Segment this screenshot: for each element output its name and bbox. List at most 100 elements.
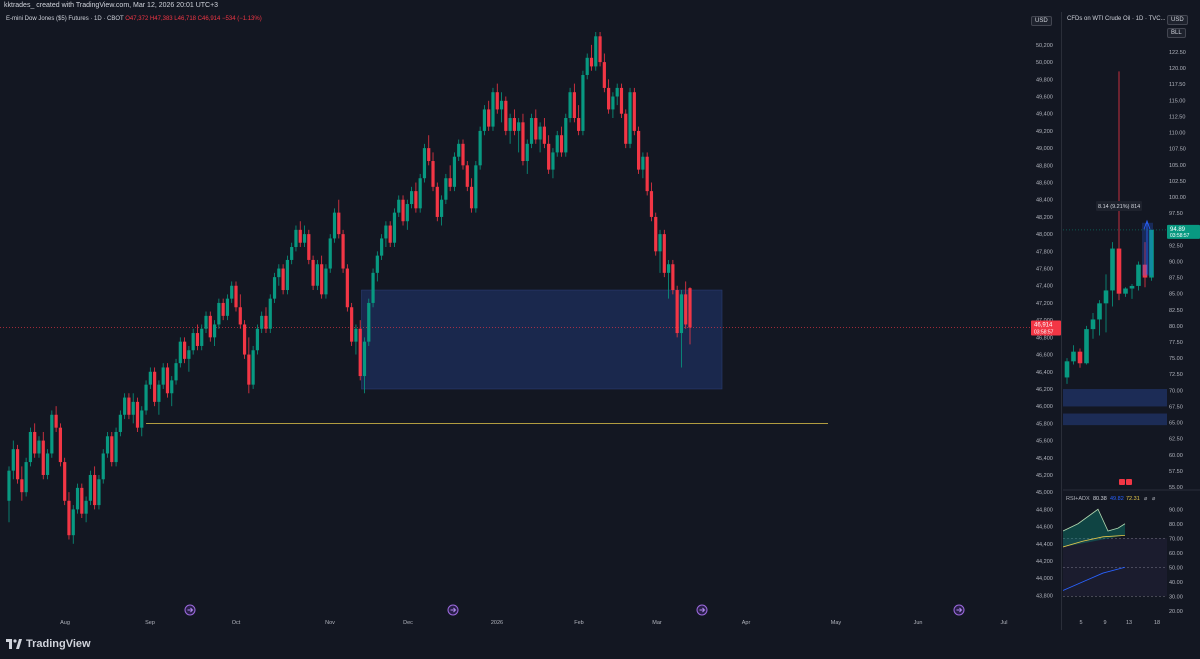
candle-body xyxy=(478,130,482,166)
candle-body xyxy=(457,143,461,157)
candle-body xyxy=(559,135,564,153)
side-candle-body xyxy=(1097,303,1102,320)
measure-arrow-head-icon xyxy=(1143,219,1151,230)
side-legend: CFDs on WTI Crude Oil · 1D · TVC... xyxy=(1067,16,1166,22)
side-y-tick-label: 65.00 xyxy=(1169,421,1183,427)
candle-body xyxy=(183,341,187,359)
side-y-tick-label: 97.50 xyxy=(1169,211,1183,217)
candle-body xyxy=(662,234,666,273)
side-y-tick-label: 85.00 xyxy=(1169,292,1183,298)
side-candle-body xyxy=(1084,329,1089,364)
side-candle-body xyxy=(1149,229,1154,278)
candle-body xyxy=(58,427,62,463)
event-arrow-icon xyxy=(187,607,194,613)
side-y-tick-label: 102.50 xyxy=(1169,179,1186,185)
main-chart-canvas[interactable]: 50,200 50,000 49,800 49,600 49,400 49,200 49,0… xyxy=(0,12,1062,630)
side-unit-button[interactable]: BLL xyxy=(1167,28,1186,38)
candle-body xyxy=(93,474,97,506)
y-tick-label: 47,600 xyxy=(1036,267,1053,273)
side-zone-lower xyxy=(1063,413,1167,426)
main-symbol-title[interactable]: E-mini Dow Jones ($5) Futures · 1D · CBO… xyxy=(6,16,124,22)
side-candle-body xyxy=(1129,285,1135,289)
candle-body xyxy=(307,234,311,260)
tradingview-logo[interactable]: TradingView xyxy=(6,638,91,650)
tradingview-mark-icon xyxy=(6,639,22,649)
rsi-tick-label: 50.00 xyxy=(1169,565,1183,571)
candle-body xyxy=(24,462,28,493)
price-label: 46,914 xyxy=(1034,323,1053,329)
candle-body xyxy=(345,268,349,308)
candle-body xyxy=(675,290,679,334)
candle-body xyxy=(311,259,315,286)
side-y-tick-label: 107.50 xyxy=(1169,147,1186,153)
y-tick-label: 46,600 xyxy=(1036,353,1053,359)
y-tick-label: 45,000 xyxy=(1036,490,1053,496)
candle-body xyxy=(290,247,294,260)
x-tick-label: Nov xyxy=(325,620,335,626)
rsi-value-2: 49.82 xyxy=(1110,496,1124,502)
side-y-tick-label: 92.50 xyxy=(1169,243,1183,249)
countdown-label: 03:58:57 xyxy=(1034,330,1054,336)
candle-body xyxy=(217,302,221,325)
rsi-tick-label: 80.00 xyxy=(1169,522,1183,528)
side-chart-pane[interactable]: CFDs on WTI Crude Oil · 1D · TVC... USD … xyxy=(1063,12,1200,630)
event-arrow-icon xyxy=(450,607,457,613)
candle-body xyxy=(628,92,632,144)
candle-body xyxy=(521,122,525,162)
x-tick-label: Jun xyxy=(914,620,923,626)
y-tick-label: 48,000 xyxy=(1036,232,1053,238)
side-symbol-title[interactable]: CFDs on WTI Crude Oil · 1D · TVC... xyxy=(1067,16,1166,22)
candle-body xyxy=(384,225,388,239)
main-chart-pane[interactable]: E-mini Dow Jones ($5) Futures · 1D · CBO… xyxy=(0,12,1062,630)
event-arrow-icon xyxy=(699,607,706,613)
candle-body xyxy=(50,414,54,454)
y-tick-label: 46,800 xyxy=(1036,335,1053,341)
side-candle-body xyxy=(1142,264,1148,278)
y-tick-label: 44,600 xyxy=(1036,525,1053,531)
candle-body xyxy=(469,186,474,209)
y-tick-label: 48,400 xyxy=(1036,198,1053,204)
side-y-tick-label: 112.50 xyxy=(1169,114,1185,120)
candle-body xyxy=(324,268,328,295)
candle-body xyxy=(230,285,234,299)
side-chart-canvas[interactable]: 122.50 120.00 117.50 115.00 112.50 110.00 107.… xyxy=(1063,12,1200,630)
y-tick-label: 48,200 xyxy=(1036,215,1053,221)
demand-zone-rectangle xyxy=(361,289,723,390)
side-y-tick-label: 100.00 xyxy=(1169,195,1186,201)
created-with-text: kktrades_ created with TradingView.com, … xyxy=(4,2,219,9)
candle-body xyxy=(439,199,444,217)
candle-body xyxy=(131,401,135,415)
side-y-tick-label: 117.50 xyxy=(1169,82,1185,88)
candle-body xyxy=(658,234,662,252)
candle-body xyxy=(666,264,671,273)
candle-body xyxy=(581,75,585,131)
candle-body xyxy=(392,212,397,243)
candle-body xyxy=(195,333,200,346)
side-y-tick-label: 70.00 xyxy=(1169,388,1183,394)
side-candle-body xyxy=(1064,361,1070,378)
y-tick-label: 49,800 xyxy=(1036,77,1053,83)
candle-body xyxy=(37,440,41,454)
candle-body xyxy=(67,500,71,536)
candle-body xyxy=(255,328,260,351)
candle-body xyxy=(41,440,45,475)
event-marker-icon xyxy=(953,604,965,616)
y-tick-label: 44,400 xyxy=(1036,542,1053,548)
main-currency-button[interactable]: USD xyxy=(1031,16,1052,26)
candle-body xyxy=(294,229,298,248)
candle-body xyxy=(568,92,572,119)
candle-body xyxy=(247,354,251,385)
candle-body xyxy=(367,302,371,342)
side-candle-body xyxy=(1116,248,1122,294)
candle-body xyxy=(594,36,598,67)
candle-body xyxy=(564,118,568,153)
side-currency-button[interactable]: USD xyxy=(1167,15,1188,25)
side-candle-body xyxy=(1103,290,1109,304)
candle-body xyxy=(153,371,157,402)
candle-body xyxy=(684,294,688,325)
candle-body xyxy=(161,367,165,385)
y-tick-label: 45,600 xyxy=(1036,439,1053,445)
rsi-tick-label: 30.00 xyxy=(1169,594,1183,600)
watermark-header: kktrades_ created with TradingView.com, … xyxy=(0,0,1200,12)
candle-body xyxy=(88,474,92,501)
